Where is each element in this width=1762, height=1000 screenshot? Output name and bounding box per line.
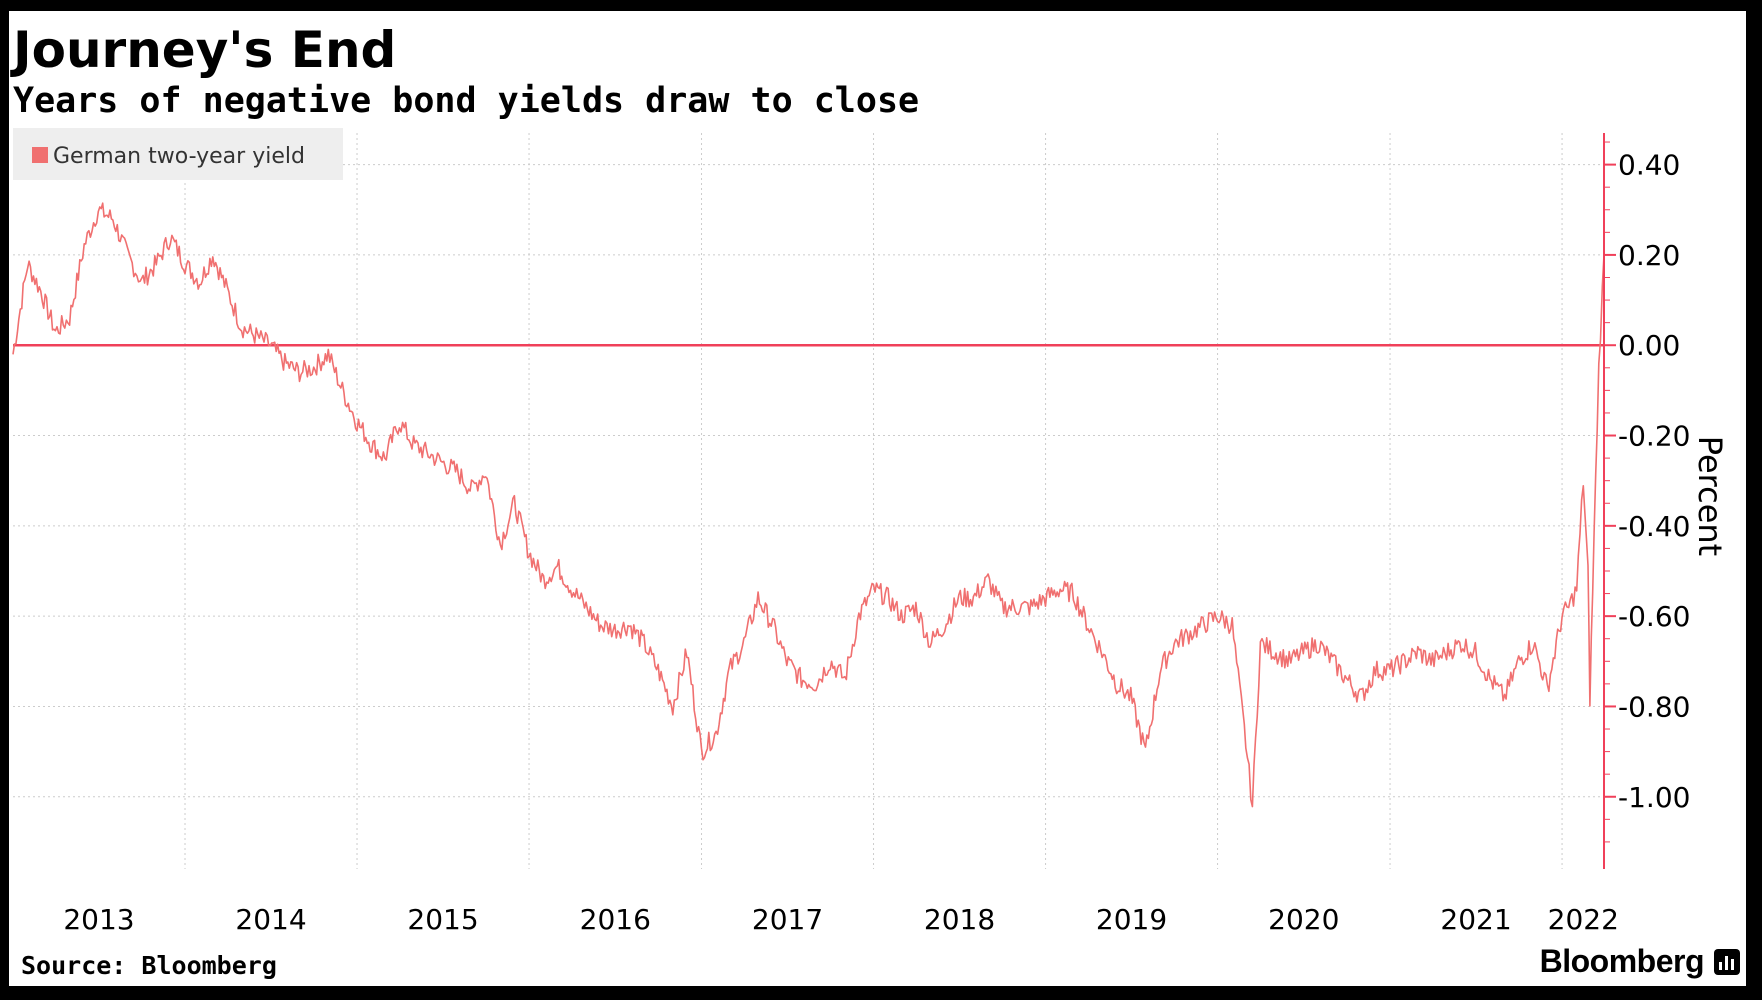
y-tick-label: 0.40: [1618, 149, 1680, 182]
series-line-german-two-year-yield: [12, 202, 1605, 808]
legend-box: [13, 128, 343, 180]
chart-card: Journey's End Years of negative bond yie…: [9, 11, 1746, 986]
legend: German two-year yield: [13, 128, 343, 180]
y-tick-label: 0.20: [1618, 239, 1680, 272]
x-tick-label: 2021: [1440, 903, 1511, 936]
bloomberg-terminal-icon: [1714, 948, 1740, 975]
y-tick-label: -0.20: [1618, 420, 1690, 453]
x-tick-label: 2014: [235, 903, 306, 936]
chart-title: Journey's End: [13, 21, 397, 79]
y-axis: 0.40 0.20 0.00 -0.20 -0.40 -0.60 -0.80 -1.00: [1603, 133, 1690, 869]
chart-subtitle: Years of negative bond yields draw to cl…: [13, 81, 920, 121]
y-axis-label: Percent: [1691, 436, 1729, 556]
x-axis: 2013 2014 2015 2016 2017 2018 2019 2020 2021 2022: [63, 903, 1619, 936]
line-chart: 0.40 0.20 0.00 -0.20 -0.40 -0.60 -0.80 -1.00 20…: [12, 128, 1729, 936]
x-tick-label: 2013: [63, 903, 134, 936]
y-tick-label: -1.00: [1618, 781, 1690, 814]
x-tick-label: 2015: [407, 903, 478, 936]
grid: [13, 133, 1604, 869]
x-tick-label: 2016: [580, 903, 651, 936]
x-tick-label: 2017: [752, 903, 823, 936]
series-layer: [12, 202, 1605, 808]
x-tick-label: 2020: [1268, 903, 1339, 936]
y-tick-label: 0.00: [1618, 329, 1680, 362]
bloomberg-logo: Bloomberg: [1540, 943, 1740, 980]
x-tick-label: 2018: [924, 903, 995, 936]
source-note: Source: Bloomberg: [21, 951, 277, 980]
y-tick-label: -0.80: [1618, 690, 1690, 723]
y-tick-label: -0.40: [1618, 510, 1690, 543]
x-tick-label: 2022: [1548, 903, 1619, 936]
y-tick-label: -0.60: [1618, 600, 1690, 633]
x-tick-label: 2019: [1096, 903, 1167, 936]
legend-label: German two-year yield: [53, 144, 305, 169]
brand-name: Bloomberg: [1539, 943, 1705, 979]
legend-swatch: [32, 147, 48, 163]
